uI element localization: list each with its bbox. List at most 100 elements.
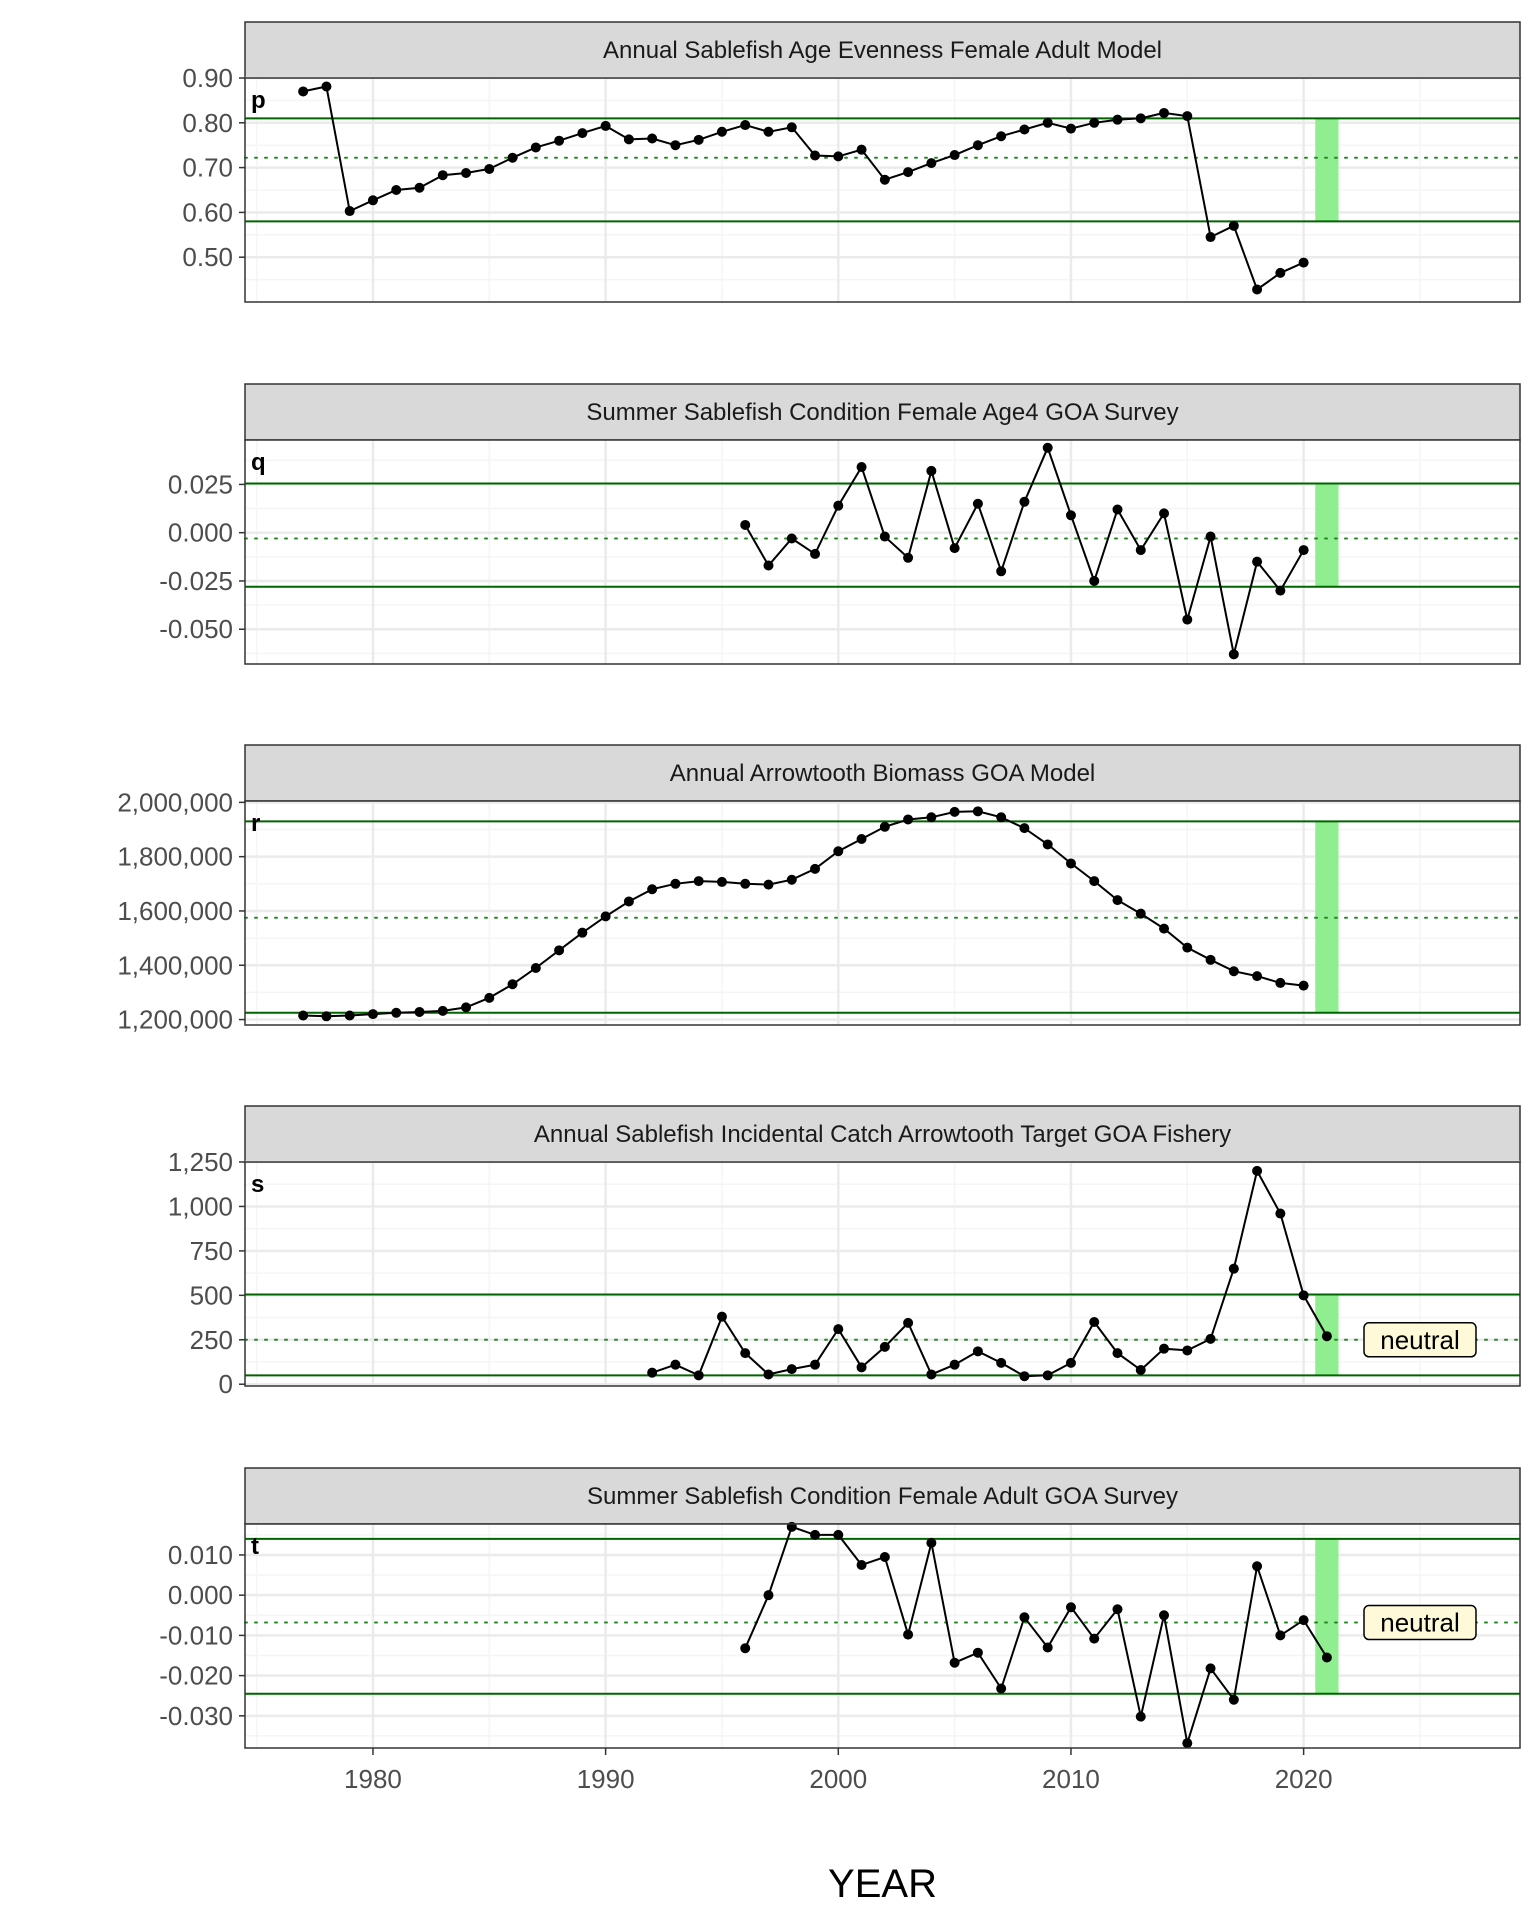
data-point <box>1298 1615 1309 1626</box>
status-badge <box>1363 1604 1477 1641</box>
data-point <box>484 992 495 1003</box>
data-point <box>507 152 518 163</box>
data-point <box>1019 124 1030 135</box>
data-point <box>670 1359 681 1370</box>
data-point <box>833 846 844 857</box>
data-point <box>693 876 704 887</box>
data-point <box>810 150 821 161</box>
data-point <box>716 876 727 887</box>
data-point <box>740 1643 751 1654</box>
data-point <box>693 1370 704 1381</box>
highlight-band <box>1315 118 1339 222</box>
data-point <box>1252 1561 1263 1572</box>
data-point <box>1042 839 1053 850</box>
data-point <box>298 1010 309 1021</box>
data-point <box>879 1341 890 1352</box>
data-point <box>1205 232 1216 243</box>
plot-border <box>244 1161 1521 1387</box>
data-point <box>903 552 914 563</box>
data-point <box>461 167 472 178</box>
data-point <box>1042 1370 1053 1381</box>
data-point <box>833 1324 844 1335</box>
x-axis: 1980 1990 2000 2010 2020 YEAR <box>344 1748 1333 1906</box>
panel-title: Summer Sablefish Condition Female Age4 G… <box>586 399 1178 426</box>
data-point <box>1112 1348 1123 1359</box>
y-tick-label: 1,600,000 <box>117 896 233 926</box>
data-point <box>949 806 960 817</box>
data-point <box>972 806 983 817</box>
data-point <box>1228 649 1239 660</box>
data-point <box>1182 614 1193 625</box>
highlight-band <box>1315 483 1339 587</box>
data-point <box>740 878 751 889</box>
data-point <box>1112 895 1123 906</box>
data-point <box>1275 1208 1286 1219</box>
data-point <box>530 142 541 153</box>
data-point <box>1205 1663 1216 1674</box>
y-tick-label: -0.020 <box>159 1661 233 1691</box>
data-point <box>1275 977 1286 988</box>
data-point <box>461 1002 472 1013</box>
plot-border <box>244 800 1521 1026</box>
data-point <box>1298 257 1309 268</box>
data-point <box>1275 585 1286 596</box>
data-point <box>949 150 960 161</box>
data-point <box>1159 1343 1170 1354</box>
data-point <box>437 170 448 181</box>
data-point <box>1252 1165 1263 1176</box>
data-point <box>833 151 844 162</box>
data-point <box>740 1348 751 1359</box>
data-point <box>554 135 565 146</box>
data-point <box>414 1006 425 1017</box>
data-point <box>786 122 797 133</box>
data-point <box>996 1357 1007 1368</box>
data-point <box>1228 220 1239 231</box>
data-point <box>763 1590 774 1601</box>
data-point <box>1205 531 1216 542</box>
data-point <box>693 134 704 145</box>
data-point <box>903 1317 914 1328</box>
y-tick-label: 0.60 <box>182 197 233 227</box>
data-point <box>367 195 378 206</box>
y-tick-label: 0.000 <box>168 518 233 548</box>
data-point <box>577 927 588 938</box>
data-point <box>1298 545 1309 556</box>
data-point <box>1159 923 1170 934</box>
data-point <box>996 131 1007 142</box>
panel-strip <box>244 383 1521 441</box>
data-point <box>1182 111 1193 122</box>
data-point <box>1321 1331 1332 1342</box>
panel-title: Annual Sablefish Incidental Catch Arrowt… <box>534 1121 1231 1148</box>
data-point <box>716 126 727 137</box>
data-point <box>1135 545 1146 556</box>
data-point <box>321 81 332 92</box>
y-tick-label: -0.025 <box>159 566 233 596</box>
series-line <box>651 1168 1328 1378</box>
data-point <box>810 1359 821 1370</box>
x-tick-label: 1990 <box>577 1764 635 1794</box>
y-tick-label: 250 <box>190 1325 233 1355</box>
data-point <box>810 548 821 559</box>
data-point <box>1205 954 1216 965</box>
panel-letter: s <box>251 1171 264 1198</box>
data-point <box>856 1560 867 1571</box>
y-tick-label: -0.030 <box>159 1701 233 1731</box>
y-tick-label: 0.025 <box>168 469 233 499</box>
data-point <box>1112 504 1123 515</box>
y-tick-label: 750 <box>190 1236 233 1266</box>
data-point <box>879 1551 890 1562</box>
data-point <box>1298 980 1309 991</box>
data-point <box>1252 284 1263 295</box>
data-point <box>344 206 355 217</box>
data-point <box>903 1629 914 1640</box>
data-point <box>1019 1612 1030 1623</box>
data-point <box>1275 1630 1286 1641</box>
y-tick-label: 0.70 <box>182 153 233 183</box>
data-point <box>763 879 774 890</box>
data-point <box>949 1657 960 1668</box>
data-point <box>391 1007 402 1018</box>
data-point <box>926 465 937 476</box>
data-point <box>740 519 751 530</box>
